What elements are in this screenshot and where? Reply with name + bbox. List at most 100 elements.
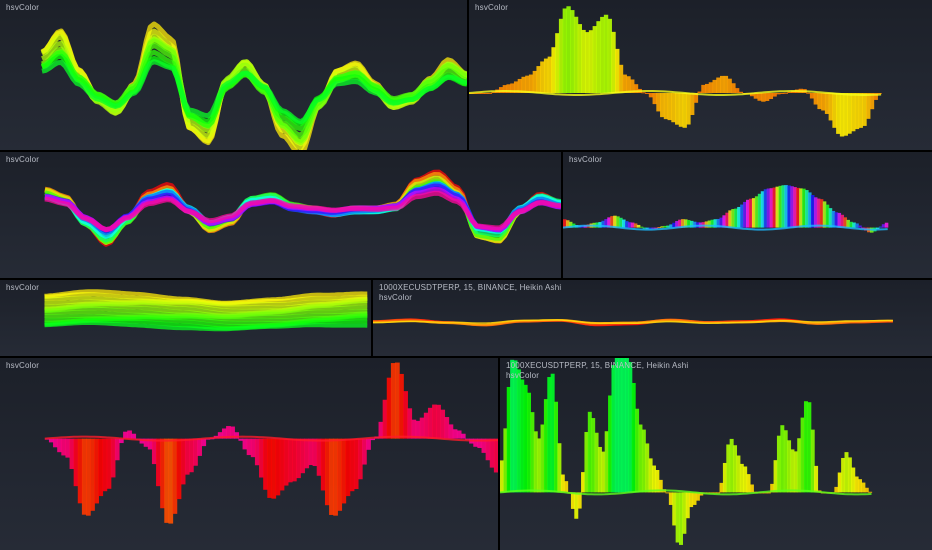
data-bar <box>321 439 326 491</box>
data-bar <box>866 93 870 119</box>
data-bar <box>304 439 309 469</box>
data-bar <box>769 93 773 99</box>
data-bar <box>885 223 889 228</box>
data-bar <box>263 439 268 490</box>
data-bar <box>395 363 400 439</box>
data-bar <box>432 405 437 439</box>
data-bar <box>735 88 739 93</box>
panel-sublabel: hsvColor <box>379 293 412 302</box>
data-bar <box>362 439 367 465</box>
data-bar <box>653 93 657 104</box>
data-bar <box>284 439 289 486</box>
data-bar <box>671 93 675 122</box>
data-bar <box>720 76 724 93</box>
series-line <box>42 31 467 148</box>
data-bar <box>480 93 484 94</box>
data-bar <box>251 439 256 457</box>
data-bar <box>847 93 851 134</box>
data-bar <box>578 24 582 93</box>
data-bar <box>533 71 537 93</box>
data-bar <box>333 439 338 516</box>
data-bar <box>814 466 818 493</box>
data-bar <box>325 439 330 506</box>
data-bar <box>111 439 116 478</box>
baseline-line <box>563 226 888 230</box>
data-bar <box>806 93 810 94</box>
data-bar <box>411 420 416 439</box>
data-bar <box>131 434 136 439</box>
data-bar <box>529 75 533 93</box>
data-bar <box>78 439 83 504</box>
data-bar <box>296 439 301 478</box>
chart-plot <box>469 0 932 150</box>
data-bar <box>724 76 728 93</box>
data-bar <box>578 492 582 508</box>
series-1 <box>42 24 467 150</box>
data-bar <box>247 439 252 455</box>
data-bar <box>181 439 186 485</box>
series-line <box>42 39 467 143</box>
data-bar <box>810 93 814 98</box>
data-bar <box>300 439 305 474</box>
data-bar <box>436 405 441 439</box>
data-bar <box>836 93 840 134</box>
data-bar <box>585 32 589 93</box>
data-bar <box>243 439 248 450</box>
data-bar <box>461 434 466 439</box>
panel-label: hsvColor <box>475 3 508 12</box>
chart-panel-2: hsvColor <box>469 0 932 150</box>
data-bar <box>574 17 578 93</box>
data-bar <box>548 57 552 93</box>
data-bar <box>103 439 108 492</box>
data-bar <box>709 82 713 93</box>
series-7 <box>45 363 498 524</box>
data-bar <box>832 93 836 128</box>
data-bar <box>238 439 243 441</box>
data-bar <box>490 439 495 468</box>
data-bar <box>686 93 690 125</box>
data-bar <box>757 93 761 101</box>
data-bar <box>317 439 322 476</box>
series-line <box>42 56 467 123</box>
data-bar <box>855 93 859 129</box>
data-bar <box>564 481 568 492</box>
data-bar <box>829 93 833 120</box>
data-bar <box>74 439 79 487</box>
data-bar <box>127 430 132 438</box>
data-bar <box>197 439 202 456</box>
data-bar <box>780 93 784 94</box>
data-bar <box>94 439 99 504</box>
data-bar <box>420 418 425 439</box>
data-bar <box>840 93 844 137</box>
data-bar <box>619 65 623 93</box>
chart-panel-1: hsvColor <box>0 0 467 150</box>
data-bar <box>660 93 664 117</box>
data-bar <box>53 439 58 448</box>
panel-label: hsvColor <box>6 3 39 12</box>
data-bar <box>544 59 548 93</box>
chart-plot <box>0 358 498 550</box>
data-bar <box>486 439 491 461</box>
data-bar <box>716 78 720 93</box>
panel-label: hsvColor <box>6 361 39 370</box>
series-2 <box>469 6 882 136</box>
panel-label: 1000XECUSDTPERP, 15, BINANCE, Heikin Ash… <box>379 283 561 292</box>
data-bar <box>570 10 574 93</box>
data-bar <box>862 93 866 126</box>
data-bar <box>383 400 388 439</box>
data-bar <box>366 439 371 450</box>
data-bar <box>615 49 619 93</box>
data-bar <box>739 92 743 93</box>
data-bar <box>868 492 872 493</box>
data-bar <box>70 439 75 469</box>
series-4 <box>563 185 888 233</box>
data-bar <box>814 93 818 105</box>
data-bar <box>825 93 829 114</box>
data-bar <box>765 93 769 101</box>
series-3 <box>45 172 561 244</box>
panel-label: hsvColor <box>569 155 602 164</box>
data-bar <box>844 93 848 136</box>
data-bar <box>168 439 173 524</box>
chart-plot <box>0 0 467 150</box>
data-bar <box>453 429 458 438</box>
